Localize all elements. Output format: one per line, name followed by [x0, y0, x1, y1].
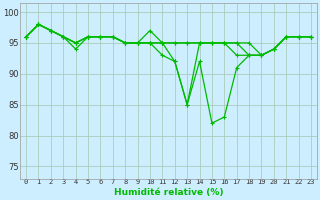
X-axis label: Humidité relative (%): Humidité relative (%) — [114, 188, 223, 197]
